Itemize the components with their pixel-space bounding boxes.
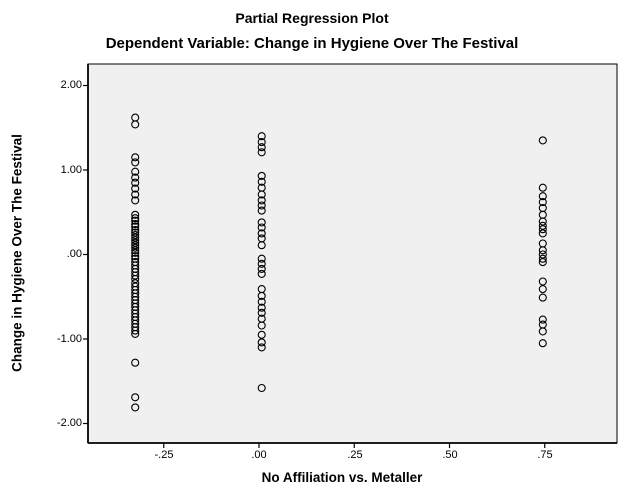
data-point-marker	[257, 201, 266, 210]
data-point-marker	[257, 206, 266, 215]
data-point-marker	[257, 177, 266, 186]
data-point-marker	[538, 339, 547, 348]
data-point-marker	[538, 221, 547, 230]
x-axis-label: No Affiliation vs. Metaller	[261, 470, 423, 485]
data-point-marker	[257, 229, 266, 238]
data-point-marker	[538, 136, 547, 145]
data-point-marker	[257, 254, 266, 263]
data-point-marker	[257, 132, 266, 141]
data-point-marker	[538, 225, 547, 234]
data-point-marker	[131, 243, 140, 252]
data-point-marker	[538, 277, 547, 286]
data-point-marker	[131, 216, 140, 225]
data-point-marker	[538, 246, 547, 255]
data-point-marker	[257, 138, 266, 147]
data-point-marker	[538, 229, 547, 238]
data-point-marker	[257, 291, 266, 300]
data-point-marker	[538, 293, 547, 302]
data-point-marker	[131, 173, 140, 182]
data-point-marker	[257, 297, 266, 306]
data-point-marker	[538, 183, 547, 192]
data-point-marker	[131, 228, 140, 237]
data-point-marker	[538, 285, 547, 294]
data-point-marker	[257, 259, 266, 268]
y-tick-label: 2.00	[60, 79, 82, 91]
x-tick-label: .00	[251, 449, 267, 461]
data-point-marker	[257, 264, 266, 273]
data-point-marker	[131, 252, 140, 261]
data-point-marker	[131, 326, 140, 335]
data-point-marker	[131, 225, 140, 235]
data-point-marker	[257, 190, 266, 199]
data-point-marker	[131, 358, 140, 367]
data-point-marker	[257, 171, 266, 180]
chart-title: Partial Regression Plot	[235, 10, 389, 26]
data-point-marker	[131, 222, 140, 231]
data-point-marker	[131, 210, 140, 219]
data-point-marker	[257, 343, 266, 352]
data-point-marker	[538, 192, 547, 201]
data-point-marker	[257, 308, 266, 317]
data-point-marker	[131, 236, 140, 245]
data-point-marker	[131, 220, 140, 229]
x-tick-label: .50	[442, 449, 458, 461]
data-point-marker	[257, 218, 266, 227]
data-point-marker	[538, 327, 547, 336]
data-point-marker	[131, 231, 140, 240]
data-point-marker	[131, 271, 140, 280]
y-tick-label: .00	[66, 248, 82, 260]
data-point-marker	[131, 329, 140, 338]
chart-subtitle: Dependent Variable: Change in Hygiene Ov…	[105, 35, 519, 52]
x-tick-label: .25	[347, 449, 363, 461]
y-tick-label: -1.00	[56, 333, 82, 345]
data-point-marker	[131, 246, 140, 255]
data-point-marker	[131, 120, 140, 129]
data-point-marker	[131, 153, 140, 162]
data-point-marker	[131, 403, 140, 412]
data-point-marker	[257, 196, 266, 205]
data-point-marker	[538, 217, 547, 226]
y-tick-label: 1.00	[60, 164, 82, 176]
x-tick-label: .75	[537, 449, 553, 461]
data-point-marker	[131, 196, 140, 205]
plot-frame	[87, 63, 618, 444]
data-point-marker	[257, 383, 266, 393]
data-point-marker	[257, 269, 266, 278]
data-point-marker	[257, 321, 266, 330]
data-point-marker	[131, 248, 140, 257]
y-tick-label: -2.00	[56, 417, 82, 429]
data-point-marker	[257, 148, 266, 157]
data-point-marker	[131, 184, 140, 193]
data-point-marker	[131, 158, 140, 167]
data-point-marker	[538, 258, 547, 267]
data-point-marker	[131, 167, 140, 176]
data-point-marker	[131, 274, 140, 284]
data-point-marker	[131, 233, 140, 242]
data-point-marker	[257, 303, 266, 312]
data-point-marker	[131, 214, 140, 223]
data-point-marker	[538, 315, 547, 324]
data-point-marker	[131, 178, 140, 187]
data-point-marker	[538, 250, 547, 259]
data-point-marker	[257, 143, 266, 152]
data-point-marker	[257, 223, 266, 232]
data-point-marker	[538, 198, 547, 207]
x-tick-label: -.25	[154, 449, 174, 461]
data-point-marker	[257, 241, 266, 250]
data-point-marker	[131, 393, 140, 402]
data-point-marker	[131, 238, 140, 247]
data-point-marker	[257, 338, 266, 347]
data-point-marker	[538, 254, 547, 263]
data-point-marker	[257, 330, 266, 339]
data-point-marker	[131, 241, 140, 250]
data-point-marker	[131, 190, 140, 199]
